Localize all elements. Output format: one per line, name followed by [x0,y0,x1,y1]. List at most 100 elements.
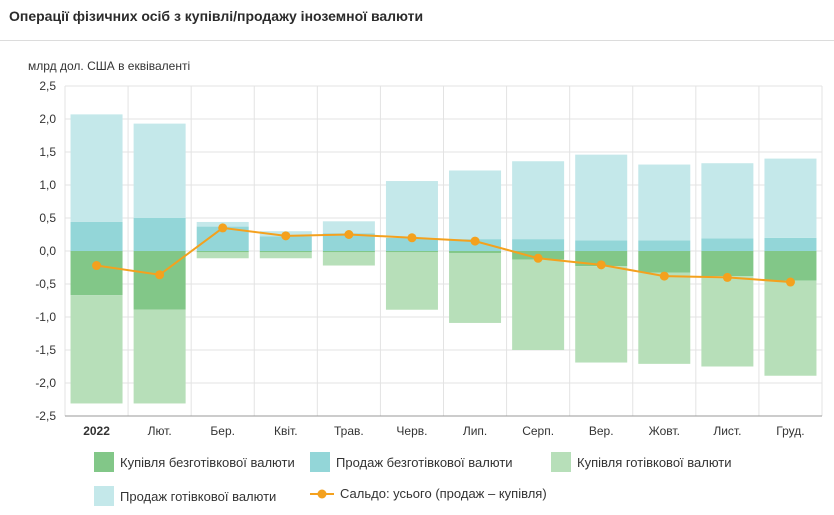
bar-cashless-buy[interactable] [638,251,691,273]
balance-point[interactable] [92,261,102,271]
y-tick-label: 0,5 [39,211,56,225]
x-tick-label: Вер. [589,424,614,438]
bar-cashless-buy[interactable] [701,251,754,277]
bar-cash-buy[interactable] [764,280,817,376]
x-tick-label: Трав. [334,424,364,438]
balance-point[interactable] [596,260,606,270]
legend-item-balance[interactable]: Сальдо: усього (продаж – купівля) [310,486,547,501]
legend-label: Купівля готівкової валюти [577,454,732,470]
y-tick-label: -2,0 [35,376,56,390]
bar-cash-sell[interactable] [701,163,754,239]
x-tick-label: Серп. [522,424,554,438]
x-tick-label: Жовт. [649,424,680,438]
bar-cashless-sell[interactable] [512,239,565,251]
balance-point[interactable] [785,277,795,287]
bar-layer [70,114,817,404]
balance-line [96,226,791,284]
bar-cashless-sell[interactable] [701,238,754,251]
bar-cash-sell[interactable] [322,221,375,234]
balance-point[interactable] [533,253,543,263]
bar-cash-buy[interactable] [259,252,312,259]
bar-cash-buy[interactable] [449,252,502,323]
bar-cashless-sell[interactable] [638,240,691,251]
bar-cashless-buy[interactable] [259,251,312,253]
bar-cashless-sell[interactable] [259,236,312,251]
bar-cash-buy[interactable] [196,252,249,259]
legend-label: Продаж готівкової валюти [120,488,277,504]
bar-cash-sell[interactable] [70,114,123,222]
bar-cashless-sell[interactable] [385,237,438,251]
bar-cashless-buy[interactable] [322,251,375,253]
bar-cash-sell[interactable] [385,181,438,238]
bar-cashless-buy[interactable] [196,251,249,253]
bar-cash-buy[interactable] [638,272,691,364]
bar-cash-buy[interactable] [575,266,628,363]
bar-cash-sell[interactable] [133,123,186,218]
bar-cash-sell[interactable] [449,170,502,240]
y-tick-label: 1,5 [39,145,56,159]
x-tick-label: Черв. [396,424,427,438]
legend-item-cashless-buy[interactable]: Купівля безготівкової валюти [94,452,295,472]
bar-cash-buy[interactable] [322,252,375,266]
x-tick-label: Груд. [776,424,804,438]
y-tick-label: 2,0 [39,112,56,126]
balance-point[interactable] [407,233,417,243]
bar-cashless-sell[interactable] [322,233,375,251]
bar-cashless-buy[interactable] [764,251,817,281]
balance-line-layer [92,223,795,287]
bar-cash-buy[interactable] [512,259,565,350]
y-tick-label: 2,5 [39,79,56,93]
grid-layer [64,85,823,417]
y-axis-unit-label: млрд дол. США в еквіваленті [28,59,191,73]
bar-cashless-sell[interactable] [133,218,186,251]
chart-title: Операції фізичних осіб з купівлі/продажу… [9,8,424,24]
x-tick-label: Лист. [713,424,741,438]
bar-cashless-sell[interactable] [575,240,628,251]
bar-cash-buy[interactable] [133,309,186,404]
balance-point[interactable] [344,230,354,239]
y-tick-label: 0,0 [39,244,56,258]
x-tick-label: Квіт. [274,424,298,438]
bar-cashless-buy[interactable] [385,251,438,253]
x-tick-label: 2022 [83,424,110,438]
legend-line-marker-icon [310,489,334,498]
legend-label: Продаж безготівкової валюти [336,454,513,470]
balance-point[interactable] [155,270,165,280]
bar-cashless-sell[interactable] [70,221,123,251]
legend-swatch-icon [94,452,114,472]
x-tick-label: Бер. [210,424,235,438]
bar-cashless-buy[interactable] [575,251,628,267]
legend-swatch-icon [94,486,114,506]
y-tick-label: -1,0 [35,310,56,324]
x-tick-label: Лют. [148,424,172,438]
balance-point[interactable] [722,272,732,282]
y-tick-label: 1,0 [39,178,56,192]
bar-cash-sell[interactable] [764,158,817,238]
legend-item-cash-sell[interactable]: Продаж готівкової валюти [94,486,276,506]
bar-cashless-buy[interactable] [70,251,123,296]
title-divider [0,40,834,41]
legend-label: Сальдо: усього (продаж – купівля) [340,486,547,501]
legend-swatch-icon [310,452,330,472]
bar-cash-buy[interactable] [385,252,438,310]
bar-cashless-buy[interactable] [449,251,502,253]
bar-cash-buy[interactable] [701,276,754,367]
bar-cash-buy[interactable] [70,295,123,404]
bar-cashless-sell[interactable] [764,237,817,251]
legend-swatch-icon [551,452,571,472]
legend-item-cash-buy[interactable]: Купівля готівкової валюти [551,452,732,472]
bar-cash-sell[interactable] [512,161,565,240]
legend-item-cashless-sell[interactable]: Продаж безготівкової валюти [310,452,513,472]
balance-point[interactable] [281,231,291,241]
y-tick-labels: 2,5 2,0 1,5 1,0 0,5 0,0 -0,5 -1,0 -1,5 -2,0 -2,5 [35,79,56,423]
x-tick-labels: 2022 Лют. Бер. Квіт. Трав. Черв. Лип. Серп. Вер.… [83,424,804,438]
bar-cashless-buy[interactable] [133,251,186,310]
balance-point[interactable] [659,271,669,281]
bar-cash-sell[interactable] [575,154,628,241]
balance-point[interactable] [218,223,228,233]
bar-cash-sell[interactable] [638,164,691,241]
legend-label: Купівля безготівкової валюти [120,454,295,470]
y-tick-label: -1,5 [35,343,56,357]
balance-point[interactable] [470,236,480,246]
